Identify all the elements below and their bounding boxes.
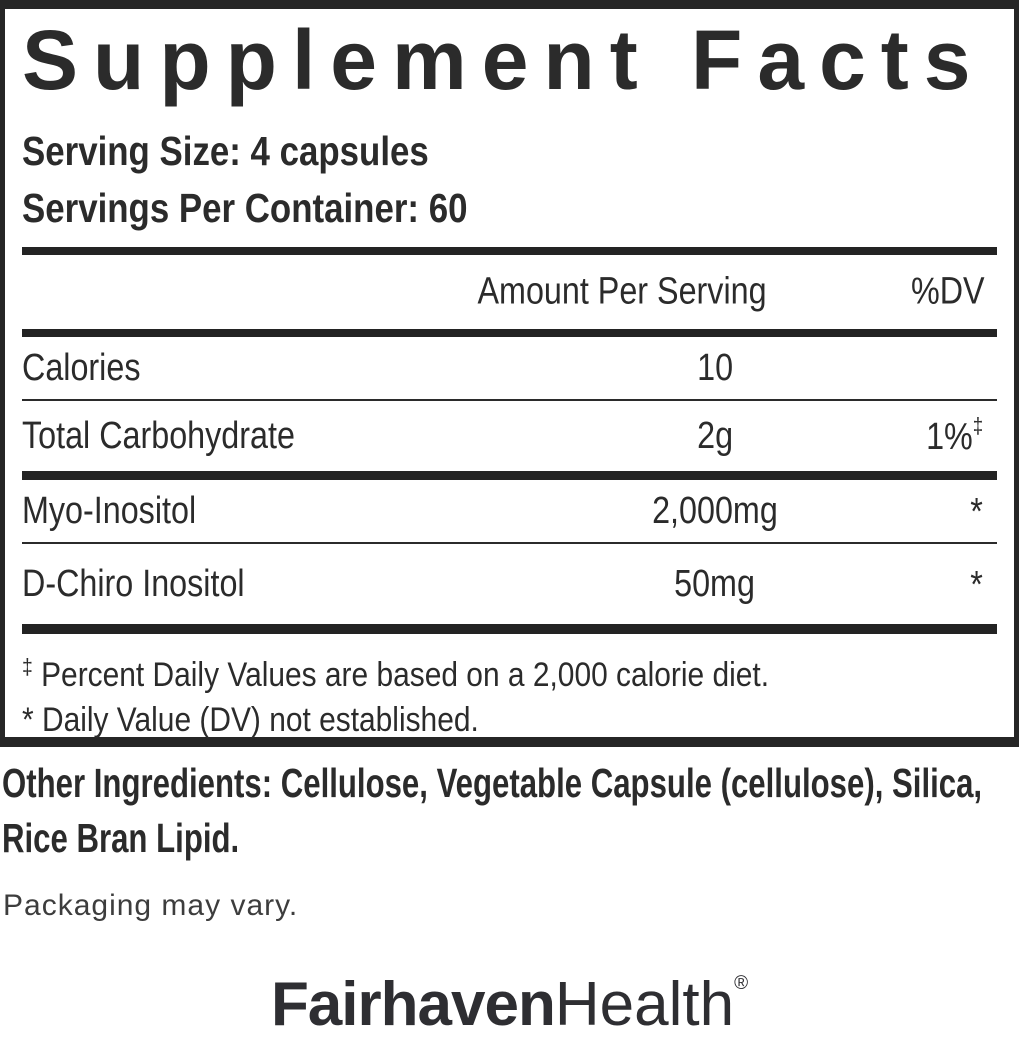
divider-thin-2 (22, 542, 997, 544)
footnotes: ‡ Percent Daily Values are based on a 2,… (22, 644, 997, 743)
nutrient-label: D-Chiro Inositol (22, 562, 245, 605)
servings-per-container-line: Servings Per Container: 60 (22, 180, 997, 237)
footnote-dv-not-established: * Daily Value (DV) not established. (22, 701, 479, 739)
table-header-row: Amount Per Serving %DV (22, 255, 997, 329)
serving-size-text: Serving Size: 4 capsules (22, 128, 429, 174)
nutrient-label: Calories (22, 346, 141, 389)
other-ingredients-text: Other Ingredients: Cellulose, Vegetable … (2, 760, 983, 861)
logo-fairhaven: Fairhaven (270, 970, 556, 1039)
table-row-calories: Calories 10 (22, 337, 997, 399)
nutrient-label: Total Carbohydrate (22, 414, 295, 457)
divider-below-header (22, 329, 997, 337)
serving-size-line: Serving Size: 4 capsules (22, 123, 997, 180)
nutrient-label: Myo-Inositol (22, 489, 197, 532)
nutrient-dv: * (970, 491, 983, 533)
dv-header: %DV (911, 270, 985, 313)
packaging-note: Packaging may vary. (3, 889, 299, 922)
divider-top (22, 247, 997, 255)
footnote-percent-dv: ‡ Percent Daily Values are based on a 2,… (22, 654, 770, 694)
nutrient-amount: 10 (697, 346, 733, 389)
serving-info: Serving Size: 4 capsules Servings Per Co… (22, 123, 997, 237)
fairhaven-health-logo: FairhavenHealth® (0, 952, 1019, 1037)
nutrient-dv: 1%‡ (925, 413, 983, 458)
nutrient-amount: 2g (697, 414, 733, 457)
divider-mid (22, 471, 997, 480)
nutrient-dv (850, 347, 997, 390)
nutrient-dv: * (970, 564, 983, 606)
amount-per-serving-header: Amount Per Serving (477, 270, 767, 313)
logo-health: Health (554, 970, 735, 1039)
registered-trademark-symbol: ® (734, 973, 749, 994)
supplement-facts-panel: Supplement Facts Serving Size: 4 capsule… (0, 0, 1019, 747)
divider-above-footnotes (22, 624, 997, 634)
servings-per-container-text: Servings Per Container: 60 (22, 185, 468, 231)
table-row-myo-inositol: Myo-Inositol 2,000mg * (22, 480, 997, 542)
nutrient-amount: 50mg (674, 562, 756, 605)
table-row-total-carbohydrate: Total Carbohydrate 2g 1%‡ (22, 401, 997, 471)
divider-thin-1 (22, 399, 997, 401)
nutrient-amount: 2,000mg (652, 489, 778, 532)
table-row-d-chiro-inositol: D-Chiro Inositol 50mg * (22, 544, 997, 624)
panel-title: Supplement Facts (22, 13, 986, 107)
